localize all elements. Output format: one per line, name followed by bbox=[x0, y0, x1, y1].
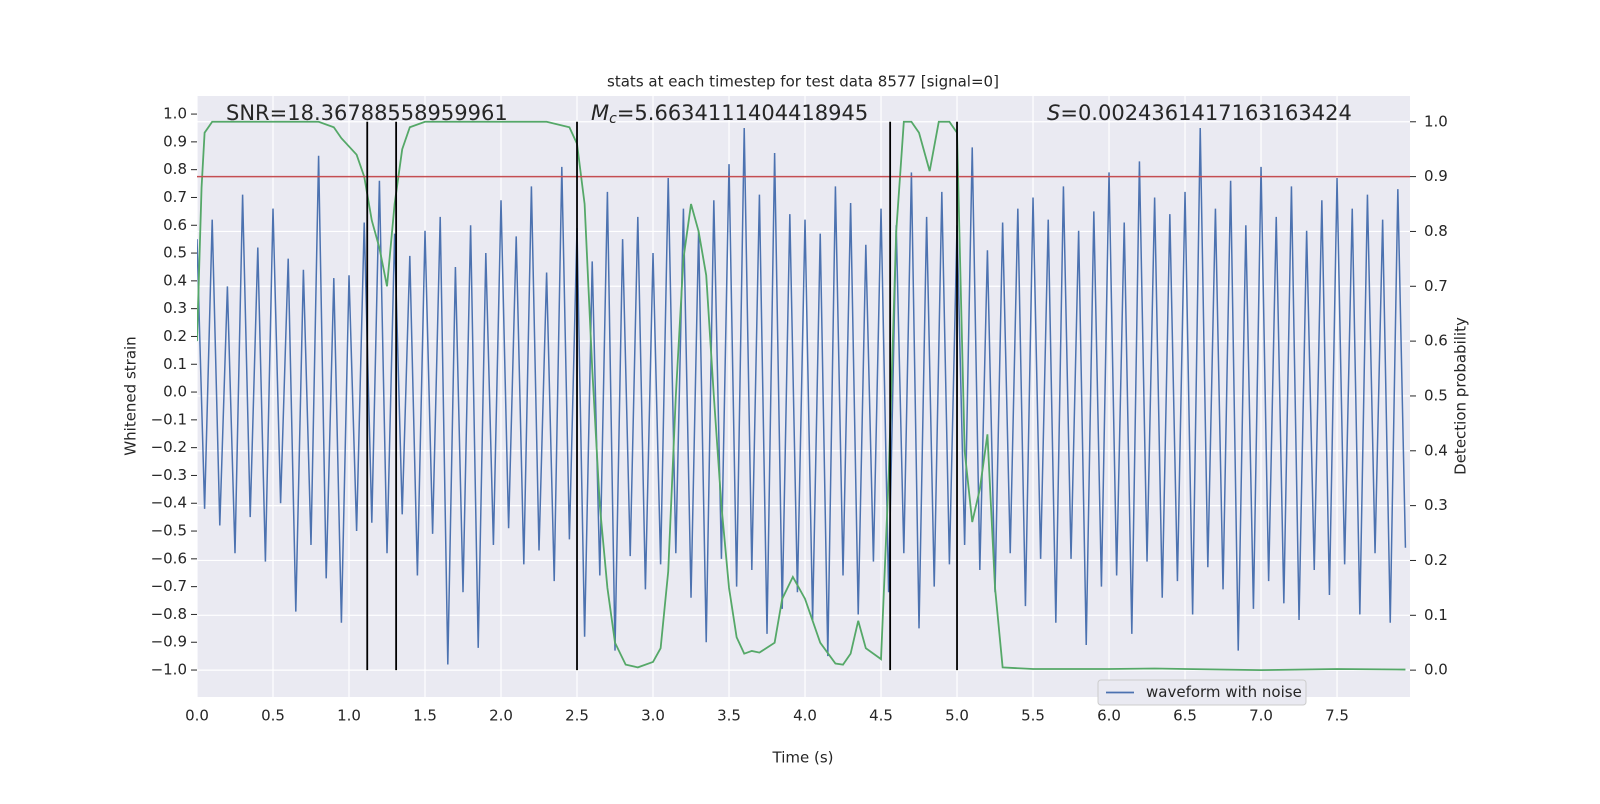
x-tick-label: 1.5 bbox=[413, 707, 437, 725]
y-tick-label: −0.7 bbox=[151, 577, 187, 595]
y2-tick-label: 0.9 bbox=[1424, 167, 1448, 185]
y-tick-label: −1.0 bbox=[151, 661, 187, 679]
y-tick-label: 0.6 bbox=[163, 216, 187, 234]
x-tick-label: 4.5 bbox=[869, 707, 893, 725]
x-tick-label: 5.0 bbox=[945, 707, 969, 725]
y2-tick-label: 0.2 bbox=[1424, 551, 1448, 569]
x-tick-label: 6.0 bbox=[1097, 707, 1121, 725]
legend-label: waveform with noise bbox=[1146, 683, 1302, 701]
y-tick-label: 0.7 bbox=[163, 188, 187, 206]
y-tick-label: −0.8 bbox=[151, 605, 187, 623]
y-tick-label: 0.0 bbox=[163, 383, 187, 401]
y-tick-label: −0.5 bbox=[151, 522, 187, 540]
x-tick-label: 6.5 bbox=[1173, 707, 1197, 725]
y-tick-label: 1.0 bbox=[163, 105, 187, 123]
y-tick-label: −0.9 bbox=[151, 633, 187, 651]
y2-axis-label: Detection probability bbox=[1452, 317, 1470, 475]
series-line bbox=[197, 120, 1406, 672]
x-tick-label: 5.5 bbox=[1021, 707, 1045, 725]
y2-tick-label: 0.7 bbox=[1424, 277, 1448, 295]
y2-tick-label: 0.5 bbox=[1424, 386, 1448, 404]
y-tick-label: −0.6 bbox=[151, 549, 187, 567]
y-tick-label: 0.3 bbox=[163, 299, 187, 317]
x-tick-label: 3.0 bbox=[641, 707, 665, 725]
y-tick-label: 0.2 bbox=[163, 327, 187, 345]
x-tick-label: 7.5 bbox=[1325, 707, 1349, 725]
x-tick-label: 0.5 bbox=[261, 707, 285, 725]
legend-box bbox=[1097, 679, 1307, 706]
chart-title: stats at each timestep for test data 857… bbox=[607, 73, 999, 91]
y-tick-label: −0.2 bbox=[151, 438, 187, 456]
x-tick-label: 2.5 bbox=[565, 707, 589, 725]
annotation-text: =0.0024361417163163424 bbox=[1060, 101, 1352, 125]
y-tick-label: 0.9 bbox=[163, 132, 187, 150]
x-tick-label: 1.0 bbox=[337, 707, 361, 725]
y-tick-label: −0.3 bbox=[151, 466, 187, 484]
y-tick-label: 0.4 bbox=[163, 271, 187, 289]
annotation-symbol: S bbox=[1047, 101, 1060, 125]
annotation: SNR=18.36788558959961 bbox=[226, 101, 508, 125]
x-tick-label: 4.0 bbox=[793, 707, 817, 725]
y2-tick-label: 0.3 bbox=[1424, 496, 1448, 514]
y-axis-label: Whitened strain bbox=[122, 336, 140, 455]
annotation-symbol: M bbox=[591, 101, 609, 125]
annotation: S=0.0024361417163163424 bbox=[1047, 101, 1352, 125]
y-tick-label: −0.1 bbox=[151, 410, 187, 428]
y-tick-label: 0.1 bbox=[163, 355, 187, 373]
annotation-text: =5.6634111404418945 bbox=[617, 101, 868, 125]
x-axis-label: Time (s) bbox=[772, 749, 834, 767]
y-tick-label: 0.8 bbox=[163, 160, 187, 178]
y2-tick-label: 0.0 bbox=[1424, 661, 1448, 679]
annotation-text: SNR=18.36788558959961 bbox=[226, 101, 508, 125]
y2-tick-label: 0.4 bbox=[1424, 441, 1448, 459]
y-tick-label: −0.4 bbox=[151, 494, 187, 512]
annotation-subscript: c bbox=[609, 111, 617, 127]
x-tick-label: 0.0 bbox=[185, 707, 209, 725]
x-tick-label: 3.5 bbox=[717, 707, 741, 725]
x-tick-label: 2.0 bbox=[489, 707, 513, 725]
y2-tick-label: 0.6 bbox=[1424, 332, 1448, 350]
series-line bbox=[197, 127, 1407, 665]
x-tick-label: 7.0 bbox=[1249, 707, 1273, 725]
y-tick-label: 0.5 bbox=[163, 244, 187, 262]
annotation: Mc=5.6634111404418945 bbox=[591, 101, 868, 127]
y2-tick-label: 0.8 bbox=[1424, 222, 1448, 240]
y2-tick-label: 1.0 bbox=[1424, 112, 1448, 130]
y2-tick-label: 0.1 bbox=[1424, 606, 1448, 624]
